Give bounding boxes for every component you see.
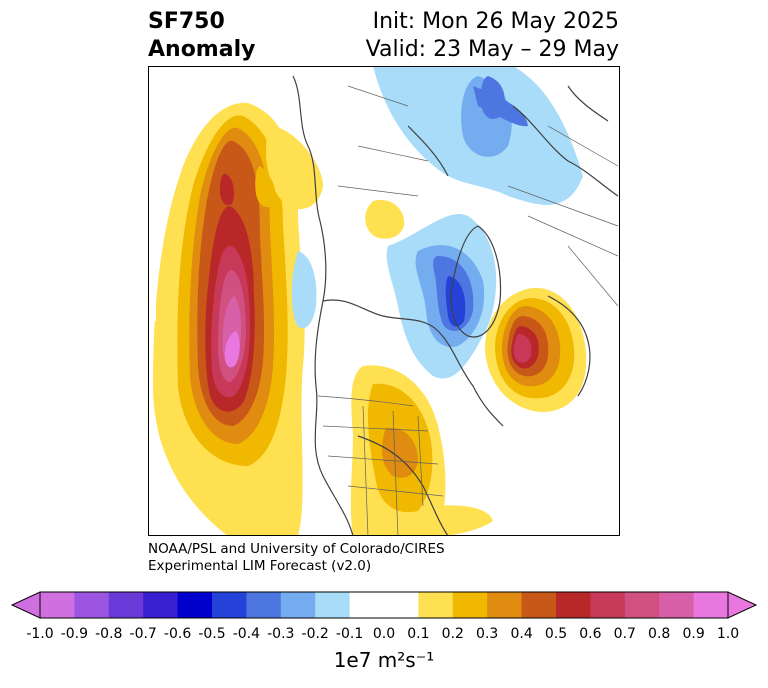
colorbar-segment bbox=[246, 592, 282, 618]
colorbar-tick-label: -0.5 bbox=[198, 626, 226, 642]
colorbar-over-arrow bbox=[727, 591, 758, 619]
north-america-positive-anomaly bbox=[350, 365, 493, 536]
colorbar-tick-label: -0.3 bbox=[267, 626, 295, 642]
colorbar-segment bbox=[521, 592, 557, 618]
colorbar-tick-label: 0.5 bbox=[544, 626, 568, 642]
arctic-positive-anomaly bbox=[365, 200, 405, 239]
atlantic-positive-anomaly bbox=[485, 287, 587, 412]
colorbar-segment bbox=[280, 592, 316, 618]
colorbar-segment bbox=[74, 592, 110, 618]
colorbar-tick-label: -0.9 bbox=[60, 626, 89, 642]
colorbar-segment bbox=[452, 592, 488, 618]
colorbar-segment bbox=[487, 592, 523, 618]
colorbar-tick-label: 0.7 bbox=[613, 626, 636, 642]
colorbar bbox=[10, 591, 758, 619]
colorbar-tick-label: 0.0 bbox=[372, 626, 396, 642]
colorbar-segment bbox=[212, 592, 247, 618]
forecast-dates: Init: Mon 26 May 2025 Valid: 23 May – 29… bbox=[366, 8, 619, 64]
colorbar-tick-label: 0.4 bbox=[510, 626, 533, 642]
colorbar-segment bbox=[315, 592, 351, 618]
borders bbox=[317, 85, 619, 536]
colorbar-segment bbox=[556, 592, 591, 618]
colorbar-segment bbox=[108, 592, 144, 618]
credit-text: NOAA/PSL and University of Colorado/CIRE… bbox=[148, 541, 445, 575]
colorbar-segment bbox=[418, 592, 454, 618]
colorbar-tick-label: -0.6 bbox=[163, 626, 192, 642]
colorbar-segment bbox=[624, 592, 660, 618]
colorbar-tick-label: 1.0 bbox=[716, 626, 740, 642]
colorbar-segment bbox=[693, 592, 729, 618]
colorbar-segment bbox=[384, 592, 419, 618]
init-date: Init: Mon 26 May 2025 bbox=[372, 9, 619, 34]
colorbar-tick-label: 0.3 bbox=[476, 626, 499, 642]
colorbar-segment bbox=[659, 592, 695, 618]
colorbar-tick-label: -1.0 bbox=[26, 626, 54, 642]
colorbar-outline bbox=[39, 591, 729, 619]
colorbar-ticks: -1.0 -0.9 -0.8 -0.7 -0.6 -0.5 -0.4 -0.3 -0.2 -0.1… bbox=[0, 626, 768, 646]
colorbar-tick-label: -0.2 bbox=[301, 626, 329, 642]
credit-line-1: NOAA/PSL and University of Colorado/CIRE… bbox=[148, 541, 445, 557]
colorbar-segment bbox=[143, 592, 179, 618]
colorbar-tick-label: -0.4 bbox=[232, 626, 261, 642]
colorbar-segment bbox=[349, 592, 385, 618]
colorbar-tick-label: 0.2 bbox=[441, 626, 464, 642]
coastlines bbox=[292, 75, 619, 536]
colorbar-segment bbox=[590, 592, 626, 618]
credit-line-2: Experimental LIM Forecast (v2.0) bbox=[148, 558, 372, 574]
nw-positive-anomaly bbox=[266, 126, 323, 210]
colorbar-units: 1e7 m²s⁻¹ bbox=[333, 648, 435, 672]
colorbar-tick-label: 0.9 bbox=[682, 626, 705, 642]
colorbar-under-arrow bbox=[10, 591, 41, 619]
colorbar-tick-label: -0.1 bbox=[335, 626, 364, 642]
title-variable: SF750 bbox=[148, 9, 225, 34]
map-title: SF750 Anomaly bbox=[148, 8, 255, 64]
colorbar-segment bbox=[177, 592, 213, 618]
title-type: Anomaly bbox=[148, 37, 256, 62]
colorbar-tick-label: 0.1 bbox=[407, 626, 430, 642]
colorbar-tick-label: 0.6 bbox=[579, 626, 602, 642]
colorbar-tick-label: -0.7 bbox=[129, 626, 157, 642]
anomaly-map bbox=[148, 66, 620, 536]
valid-range: Valid: 23 May – 29 May bbox=[365, 37, 619, 62]
colorbar-segment bbox=[40, 592, 75, 618]
negative-anomalies bbox=[148, 66, 583, 379]
colorbar-tick-label: 0.8 bbox=[648, 626, 671, 642]
colorbar-tick-label: -0.8 bbox=[95, 626, 123, 642]
